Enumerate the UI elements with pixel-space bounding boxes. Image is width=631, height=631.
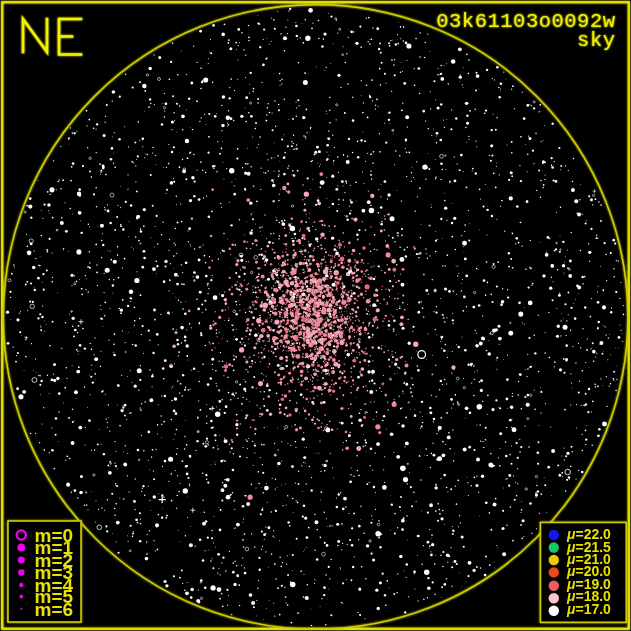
svg-text:sky: sky: [577, 29, 615, 52]
svg-text:μ=17.0: μ=17.0: [566, 601, 611, 617]
svg-text:m=6: m=6: [35, 599, 74, 620]
